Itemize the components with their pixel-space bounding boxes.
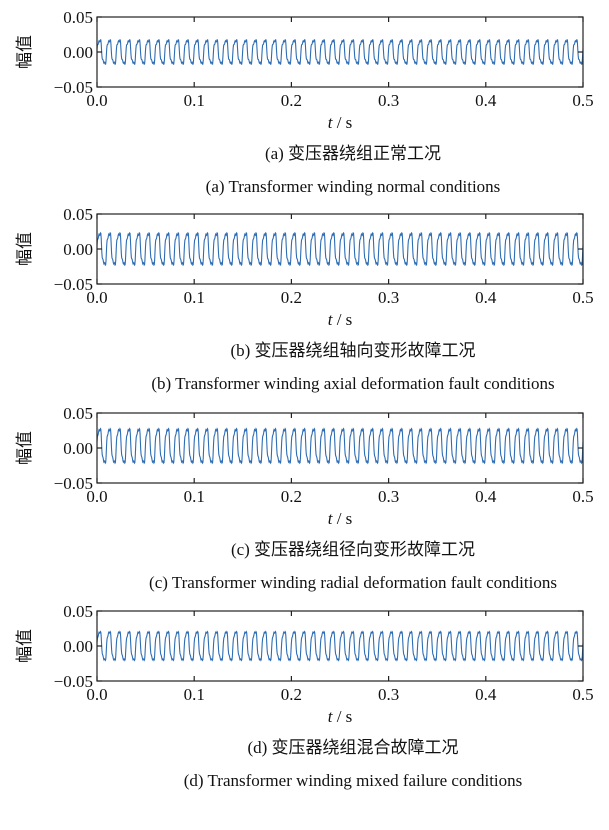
caption-cn: (c) 变压器绕组径向变形故障工况 [231,540,475,559]
y-axis-label: 幅值 [15,629,35,663]
panel-a: 0.0 0.1 0.2 0.3 0.4 0.5 0.05 0.00 −0.05 幅值 t / s (a… [15,8,594,196]
x-tick-label: 0.4 [475,685,497,704]
x-axis-unit: / s [332,707,352,726]
series-line [96,427,584,465]
x-axis-label: t / s [328,707,353,726]
x-axis-unit: / s [332,310,352,329]
series-line [96,630,584,662]
x-tick-label: 0.1 [184,685,205,704]
x-axis-label: t / s [328,509,353,528]
y-axis-label: 幅值 [15,35,35,69]
x-tick-label: 0.1 [184,487,205,506]
y-tick-label: −0.05 [54,78,93,97]
x-tick-label: 0.3 [378,91,399,110]
caption-en: (a) Transformer winding normal condition… [206,177,501,196]
y-tick-label: 0.05 [63,404,93,423]
x-axis-label: t / s [328,113,353,132]
panel-b: 0.0 0.1 0.2 0.3 0.4 0.5 0.05 0.00 −0.05 幅值 t / s (b… [15,205,594,393]
x-tick-label: 0.2 [281,487,302,506]
x-tick-label: 0.3 [378,685,399,704]
x-tick-label: 0.0 [86,487,107,506]
x-tick-label: 0.4 [475,91,497,110]
y-tick-label: 0.00 [63,43,93,62]
y-axis-label: 幅值 [15,232,35,266]
y-tick-label: 0.05 [63,205,93,224]
y-tick-label: −0.05 [54,672,93,691]
caption-cn: (b) 变压器绕组轴向变形故障工况 [230,341,475,360]
y-tick-label: −0.05 [54,275,93,294]
x-tick-label: 0.1 [184,288,205,307]
caption-en: (d) Transformer winding mixed failure co… [184,771,523,790]
x-tick-label: 0.5 [572,685,593,704]
y-axis-label: 幅值 [15,431,35,465]
x-tick-label: 0.5 [572,288,593,307]
x-axis-var: t [328,113,334,132]
x-tick-label: 0.5 [572,91,593,110]
y-tick-label: 0.00 [63,637,93,656]
y-tick-label: 0.00 [63,240,93,259]
x-axis-unit: / s [332,113,352,132]
x-tick-label: 0.4 [475,288,497,307]
caption-en: (c) Transformer winding radial deformati… [149,573,557,592]
x-tick-label: 0.0 [86,685,107,704]
panel-d: 0.0 0.1 0.2 0.3 0.4 0.5 0.05 0.00 −0.05 幅值 t / s (d… [15,602,594,790]
x-tick-label: 0.0 [86,91,107,110]
series-line [96,39,584,65]
y-tick-label: −0.05 [54,474,93,493]
x-axis-unit: / s [332,509,352,528]
x-axis-var: t [328,707,334,726]
x-tick-label: 0.1 [184,91,205,110]
x-axis-var: t [328,310,334,329]
x-tick-label: 0.3 [378,487,399,506]
x-tick-label: 0.3 [378,288,399,307]
y-tick-label: 0.05 [63,602,93,621]
caption-cn: (a) 变压器绕组正常工况 [265,144,441,163]
x-tick-label: 0.0 [86,288,107,307]
x-tick-label: 0.2 [281,288,302,307]
x-tick-label: 0.4 [475,487,497,506]
y-tick-label: 0.00 [63,439,93,458]
x-tick-label: 0.5 [572,487,593,506]
x-tick-label: 0.2 [281,91,302,110]
series-line [96,231,584,267]
caption-en: (b) Transformer winding axial deformatio… [151,374,554,393]
x-axis-label: t / s [328,310,353,329]
panel-c: 0.0 0.1 0.2 0.3 0.4 0.5 0.05 0.00 −0.05 幅值 t / s (c… [15,404,594,592]
x-tick-label: 0.2 [281,685,302,704]
x-axis-var: t [328,509,334,528]
y-tick-label: 0.05 [63,8,93,27]
caption-cn: (d) 变压器绕组混合故障工况 [247,738,458,757]
